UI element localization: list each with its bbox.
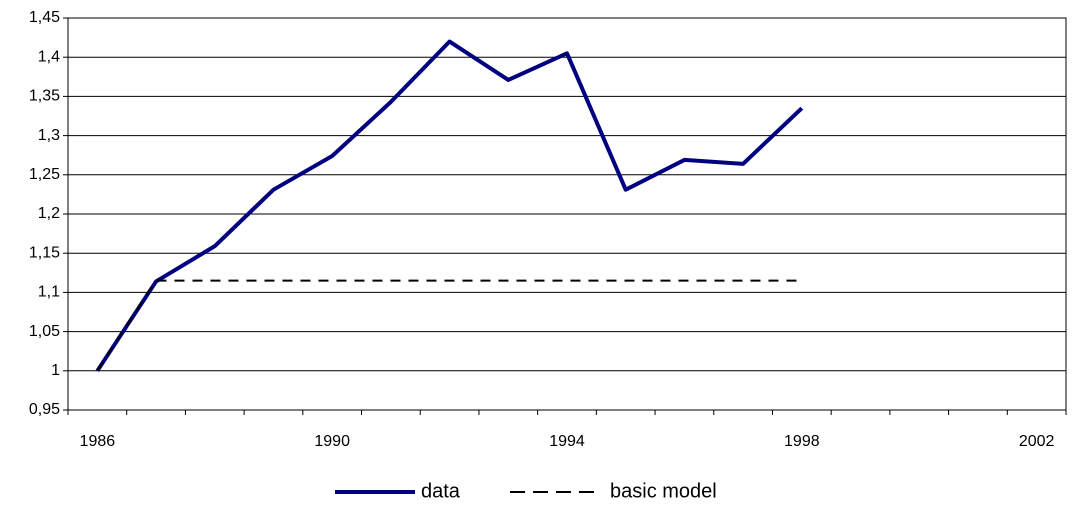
x-tick-label: 1986 bbox=[80, 433, 116, 450]
x-tick-label: 1994 bbox=[549, 433, 585, 450]
x-tick-label: 2002 bbox=[1019, 433, 1055, 450]
y-tick-label: 1 bbox=[51, 362, 60, 379]
x-tick-label: 1998 bbox=[784, 433, 820, 450]
y-tick-label: 0,95 bbox=[29, 401, 60, 418]
y-tick-label: 1,2 bbox=[38, 205, 60, 222]
y-tick-label: 1,05 bbox=[29, 323, 60, 340]
series-line bbox=[96, 279, 802, 372]
y-tick-label: 1,35 bbox=[29, 88, 60, 105]
legend-label: basic model bbox=[610, 480, 717, 502]
y-tick-label: 1,25 bbox=[29, 166, 60, 183]
y-tick-label: 1,15 bbox=[29, 244, 60, 261]
y-tick-label: 1,4 bbox=[38, 48, 60, 65]
y-tick-label: 1,1 bbox=[38, 284, 60, 301]
y-tick-label: 1,3 bbox=[38, 127, 60, 144]
series-line bbox=[95, 39, 804, 372]
y-tick-label: 1,45 bbox=[29, 9, 60, 26]
legend-label: data bbox=[421, 480, 461, 502]
x-tick-label: 1990 bbox=[314, 433, 350, 450]
plot-border bbox=[67, 17, 1067, 411]
